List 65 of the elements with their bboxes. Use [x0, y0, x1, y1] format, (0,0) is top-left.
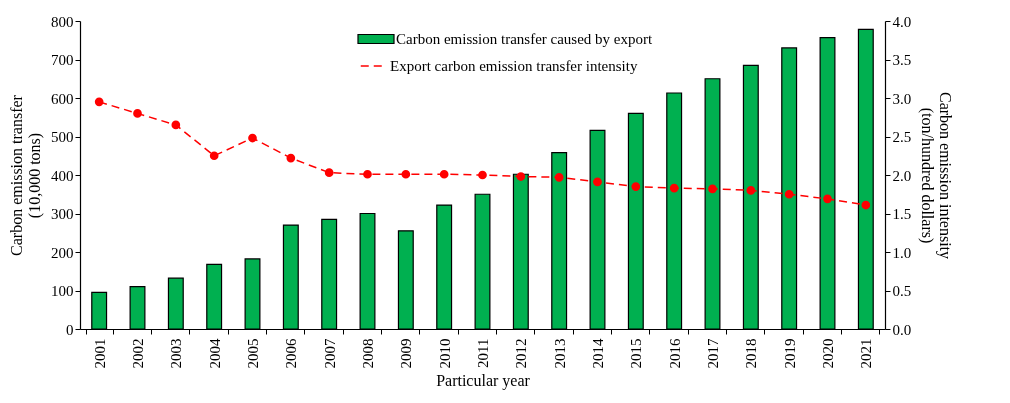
point — [363, 169, 372, 179]
point — [669, 183, 679, 193]
y2-tick-label: 2.0 — [892, 167, 912, 184]
x-tick-label: 2008 — [360, 338, 376, 369]
point — [823, 194, 832, 204]
y2-tick-label: 1.5 — [892, 206, 912, 222]
point — [171, 120, 181, 130]
x-tick-label: 2011 — [475, 338, 491, 368]
point — [94, 97, 104, 107]
x-tick-label: 2019 — [781, 338, 798, 369]
point — [554, 172, 564, 182]
point — [286, 153, 296, 163]
y2-tick-label: 0.5 — [892, 283, 912, 299]
point — [133, 109, 142, 118]
y-axis-title: Carbon emission transfer (10,000 tons) — [8, 94, 44, 256]
x-tick-label: 2021 — [858, 338, 875, 369]
x-tick-label: 2017 — [705, 338, 721, 369]
y-tick-label: 100 — [51, 283, 74, 299]
legend-label: Export carbon emission transfer intensity — [390, 58, 638, 74]
y-tick-label: 600 — [51, 90, 74, 107]
y2-tick-label: 2.5 — [892, 129, 912, 145]
x-tick-label: 2002 — [130, 338, 146, 369]
x-tick-label: 2003 — [168, 338, 185, 369]
point — [478, 170, 487, 180]
x-tick-label: 2006 — [283, 338, 300, 369]
x-tick-label: 2010 — [436, 338, 453, 369]
y2-tick-label: 0.0 — [892, 321, 912, 338]
y-tick-label: 700 — [51, 52, 74, 68]
y-tick-label: 200 — [51, 244, 74, 261]
point — [631, 182, 641, 191]
legend-label: Carbon emission transfer caused by export — [396, 31, 654, 47]
point — [593, 177, 602, 187]
x-tick-label: 2012 — [513, 338, 530, 369]
x-tick-label: 2009 — [398, 338, 415, 369]
x-tick-label: 2004 — [206, 338, 223, 369]
y2-tick-label: 3.0 — [892, 90, 912, 107]
y-tick-label: 300 — [51, 206, 74, 222]
x-tick-label: 2013 — [551, 338, 568, 369]
y-tick-label: 400 — [51, 167, 74, 184]
point — [401, 169, 411, 179]
y2-tick-label: 4.0 — [892, 13, 912, 30]
point — [861, 200, 871, 210]
x-tick-label: 2001 — [91, 338, 108, 369]
y2-axis-title: Carbon emission intensity (ton/hundred dollars) — [918, 91, 955, 260]
x-tick-label: 2020 — [820, 338, 836, 369]
point — [784, 189, 794, 199]
point — [324, 168, 334, 178]
y2-tick-label: 3.5 — [892, 52, 912, 68]
point — [439, 169, 449, 179]
point — [209, 151, 219, 161]
x-tick-label: 2018 — [743, 338, 760, 369]
y2-tick-label: 1.0 — [892, 244, 912, 261]
y-tick-label: 500 — [51, 129, 74, 145]
x-tick-label: 2007 — [321, 338, 338, 369]
x-tick-label: 2015 — [628, 338, 645, 369]
x-axis-title: Particular year — [436, 371, 531, 390]
point — [746, 186, 756, 195]
y-tick-label: 800 — [51, 13, 74, 30]
x-tick-label: 2005 — [245, 338, 261, 369]
x-tick-label: 2016 — [666, 338, 683, 369]
y-tick-label: 0 — [66, 321, 74, 338]
point — [708, 184, 717, 194]
point — [516, 172, 526, 181]
point — [248, 133, 257, 143]
x-tick-label: 2014 — [590, 338, 606, 369]
